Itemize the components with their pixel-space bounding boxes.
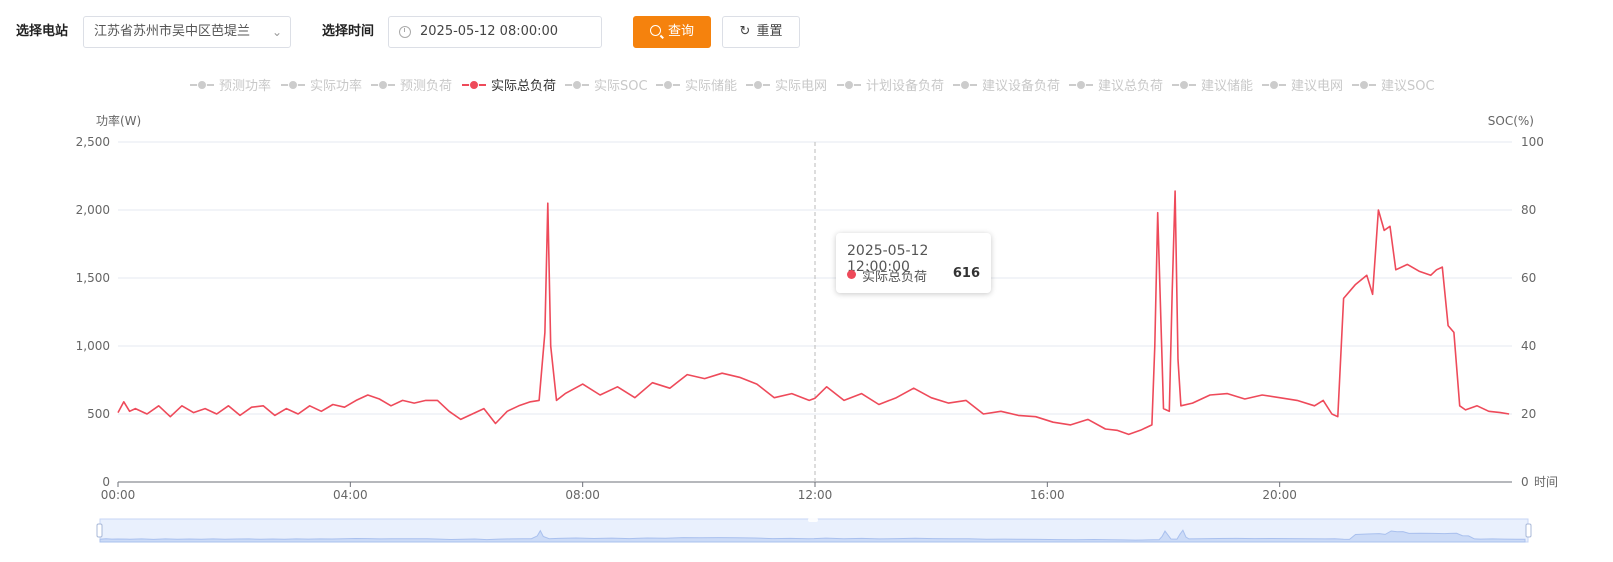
x-tick-label: 00:00	[101, 488, 136, 502]
chart-tooltip: 2025-05-12 12:00:00 实际总负荷 616	[836, 233, 991, 293]
station-label: 选择电站	[16, 24, 69, 39]
x-tick-label: 20:00	[1262, 488, 1297, 502]
legend-item[interactable]: 建议储能	[1172, 79, 1253, 94]
tooltip-series-name: 实际总负荷	[862, 270, 928, 285]
legend-label: 实际储能	[685, 79, 737, 94]
x-tick-label: 12:00	[798, 488, 833, 502]
y-right-tick-label: 80	[1521, 203, 1536, 217]
y-left-tick-label: 0	[102, 475, 110, 489]
tooltip-series-value: 616	[952, 266, 980, 281]
zoom-move-handle	[808, 518, 818, 522]
legend-label: 预测功率	[219, 78, 271, 94]
zoom-preview-area	[99, 529, 1526, 543]
load-chart: 预测功率 实际功率 预测负荷 实际总负荷 实际SOC 实际储能 实际电网 计划设备负荷 建议设备…	[76, 78, 1558, 543]
legend-label: 实际电网	[775, 79, 827, 94]
y-right-tick-label: 100	[1521, 135, 1544, 149]
query-button-label: 查询	[667, 24, 694, 39]
time-picker-value: 2025-05-12 08:00:00	[420, 24, 559, 39]
station-select[interactable]: 江苏省苏州市吴中区芭堤兰 ⌄	[83, 16, 291, 48]
tooltip-series-dot	[847, 270, 856, 279]
legend-label: 实际总负荷	[491, 79, 556, 94]
legend-dot-icon	[844, 80, 854, 90]
time-picker-input[interactable]: 2025-05-12 08:00:00	[388, 16, 602, 48]
legend-label: 建议储能	[1201, 79, 1253, 94]
y-right-tick-label: 40	[1521, 339, 1536, 353]
reset-button-label: 重置	[756, 24, 783, 39]
legend-dot-icon	[1359, 80, 1369, 90]
y-right-tick-label: 20	[1521, 407, 1536, 421]
legend-label: 建议电网	[1291, 79, 1343, 94]
legend-item[interactable]: 建议电网	[1262, 79, 1343, 94]
legend-label: 预测负荷	[400, 79, 452, 94]
legend-dot-icon	[960, 80, 970, 90]
legend-item[interactable]: 实际储能	[656, 79, 737, 94]
legend-label: 建议总负荷	[1098, 79, 1163, 94]
legend-dot-icon	[663, 80, 673, 90]
legend-item[interactable]: 实际SOC	[565, 79, 648, 94]
clock-icon	[399, 26, 411, 38]
legend-item[interactable]: 建议SOC	[1352, 79, 1435, 94]
legend-dot-icon	[572, 80, 582, 90]
y-left-tick-label: 2,000	[76, 203, 110, 217]
legend-item[interactable]: 建议设备负荷	[953, 78, 1060, 94]
legend-label: 建议SOC	[1381, 79, 1435, 94]
zoom-right-handle	[1525, 523, 1532, 538]
x-tick-label: 04:00	[333, 488, 368, 502]
legend-label: 建议设备负荷	[982, 78, 1060, 94]
filter-bar: 选择电站 江苏省苏州市吴中区芭堤兰 ⌄ 选择时间 2025-05-12 08:0…	[0, 0, 1613, 64]
x-tick-label: 08:00	[565, 488, 600, 502]
chart-axes: 功率(W) SOC(%) 0 0 500 20 1,000 40 1,500 60 2,000 80 2…	[76, 113, 1558, 502]
reset-button[interactable]: ↻ 重置	[722, 16, 800, 48]
legend-label: 计划设备负荷	[866, 78, 944, 94]
chart-legend: 预测功率 实际功率 预测负荷 实际总负荷 实际SOC 实际储能 实际电网 计划设备负荷 建议设备…	[190, 78, 1435, 94]
legend-dot-icon	[378, 80, 388, 90]
refresh-icon: ↻	[739, 24, 751, 39]
chart-series	[117, 190, 1510, 436]
chevron-down-icon: ⌄	[271, 25, 282, 39]
legend-item[interactable]: 预测功率	[190, 78, 271, 94]
legend-item[interactable]: 计划设备负荷	[837, 78, 944, 94]
legend-dot-icon	[469, 80, 479, 90]
x-tick-label: 16:00	[1030, 488, 1065, 502]
y-right-tick-label: 60	[1521, 271, 1536, 285]
legend-label: 实际SOC	[594, 79, 648, 94]
y-left-tick-label: 1,500	[76, 271, 110, 285]
legend-dot-icon	[197, 80, 207, 90]
series-line-actual-total-load	[117, 190, 1510, 436]
legend-dot-icon	[753, 80, 763, 90]
legend-dot-icon	[1179, 80, 1189, 90]
query-button[interactable]: 查询	[633, 16, 711, 48]
tooltip-title: 2025-05-12 12:00:00	[847, 243, 929, 275]
station-select-value: 江苏省苏州市吴中区芭堤兰	[94, 24, 251, 39]
y-left-tick-label: 2,500	[76, 135, 110, 149]
legend-dot-icon	[1076, 80, 1086, 90]
legend-dot-icon	[288, 80, 298, 90]
legend-item[interactable]: 实际功率	[281, 78, 362, 94]
data-zoom-slider[interactable]	[96, 518, 1532, 543]
legend-item[interactable]: 建议总负荷	[1069, 79, 1163, 94]
y-left-tick-label: 1,000	[76, 339, 110, 353]
legend-item[interactable]: 预测负荷	[371, 79, 452, 94]
time-label: 选择时间	[322, 24, 375, 39]
zoom-left-handle	[96, 523, 103, 538]
y-left-axis-title: 功率(W)	[96, 113, 141, 128]
legend-dot-icon	[1269, 80, 1279, 90]
y-left-tick-label: 500	[87, 407, 110, 421]
y-right-axis-title: SOC(%)	[1488, 114, 1534, 128]
search-icon	[649, 25, 661, 36]
legend-item[interactable]: 实际电网	[746, 79, 827, 94]
legend-label: 实际功率	[310, 78, 362, 94]
x-axis-title: 时间	[1534, 475, 1558, 489]
y-right-tick-label: 0	[1521, 475, 1529, 489]
legend-item[interactable]: 实际总负荷	[462, 79, 556, 94]
